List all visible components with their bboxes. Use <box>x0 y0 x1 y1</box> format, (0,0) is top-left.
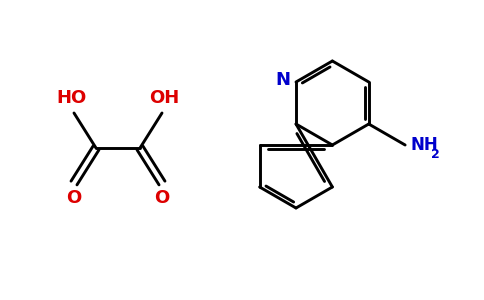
Text: HO: HO <box>57 89 87 107</box>
Text: N: N <box>275 71 290 89</box>
Text: NH: NH <box>410 136 438 154</box>
Text: O: O <box>154 189 169 207</box>
Text: O: O <box>66 189 82 207</box>
Text: 2: 2 <box>431 148 440 161</box>
Text: OH: OH <box>149 89 179 107</box>
